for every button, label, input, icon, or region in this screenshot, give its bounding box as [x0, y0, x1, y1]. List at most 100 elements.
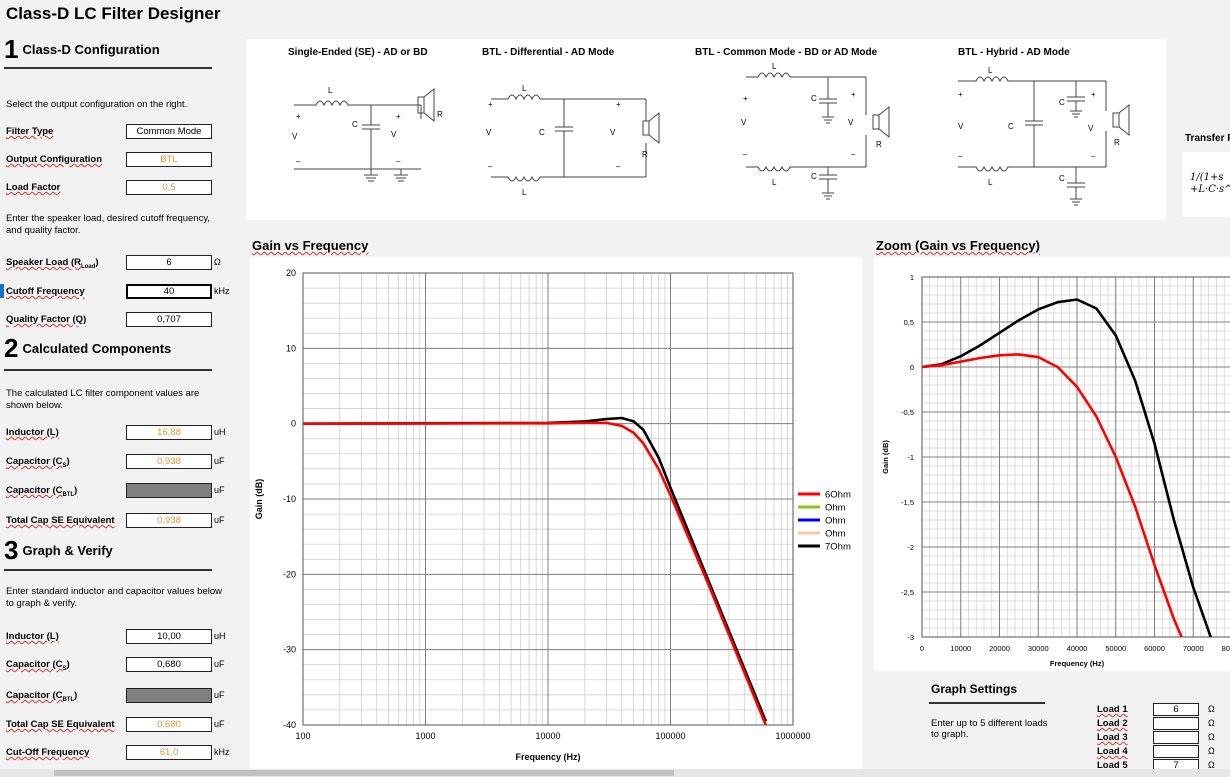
- plot-frame: [921, 276, 1230, 638]
- transfer-line-2: +L·C·s^: [1190, 184, 1230, 195]
- output-config-label: Output Configuration: [6, 154, 103, 165]
- load-label: Load 5: [1097, 760, 1128, 771]
- label-vin: V: [741, 118, 747, 127]
- minus-sign: –: [296, 157, 301, 166]
- plus-sign: +: [396, 112, 401, 121]
- verify-cap-unit: uF: [214, 659, 225, 669]
- verify-total-cap-field: 0,680: [126, 717, 212, 732]
- label-l: L: [988, 66, 993, 75]
- verify-cap-btl-unit: uF: [214, 690, 225, 700]
- y-tick-label: -0,5: [901, 408, 914, 417]
- q-label: Quality Factor (Q): [6, 314, 87, 325]
- x-tick-label: 100000: [655, 731, 685, 741]
- btl-diff-schematic: [491, 94, 660, 182]
- label-rload: R: [642, 150, 648, 159]
- calc-total-cap-field: 0,938: [126, 513, 212, 528]
- y-tick-label: -20: [283, 569, 296, 579]
- verify-cutoff-unit: kHz: [214, 747, 230, 757]
- load-factor-field[interactable]: 0,5: [126, 180, 212, 195]
- graph-settings-title: Graph Settings: [931, 682, 1018, 696]
- label-l: L: [772, 178, 777, 187]
- horizontal-scrollbar-thumb[interactable]: [54, 770, 674, 776]
- zoom-gain-frequency-chart: 0 10000 20000 30000 40000 50000 60000 70000 8000…: [881, 273, 1230, 668]
- verify-cap-field[interactable]: 0,680: [126, 657, 212, 672]
- load-factor-label: Load Factor: [6, 182, 61, 193]
- x-tick-label: 80000: [1222, 644, 1230, 653]
- load-field[interactable]: [1153, 745, 1199, 758]
- calc-cap-label: Capacitor (CS): [6, 456, 70, 469]
- section-3-header: 3 Graph & Verify: [4, 535, 113, 566]
- label-l: L: [328, 86, 333, 95]
- section-number: 1: [4, 34, 19, 64]
- x-tick-label: 100: [295, 731, 310, 741]
- diagram-title-se: Single-Ended (SE) - AD or BD: [288, 47, 428, 58]
- section-number: 2: [4, 333, 19, 363]
- load-label: Load 3: [1097, 732, 1128, 743]
- verify-cap-btl-field: [126, 688, 212, 703]
- speaker-load-label: Speaker Load (RLoad): [6, 257, 99, 270]
- load-label: Load 1: [1097, 704, 1128, 715]
- verify-inductor-field[interactable]: 10,00: [126, 629, 212, 644]
- label-cs: C: [1059, 98, 1065, 107]
- graph-settings-divider: [929, 702, 1045, 704]
- x-tick-label: 1000: [415, 731, 435, 741]
- label-vout: V: [1088, 124, 1094, 133]
- calc-cap-unit: uF: [214, 456, 225, 466]
- calc-inductor-label: Inductor (L): [6, 427, 59, 438]
- filter-type-field[interactable]: Common Mode: [126, 124, 212, 139]
- section-2-header: 2 Calculated Components: [4, 333, 171, 364]
- section-number: 3: [4, 535, 19, 565]
- plus-sign: +: [488, 100, 493, 109]
- label-cs: C: [811, 94, 817, 103]
- zoom-chart-panel: 0 10000 20000 30000 40000 50000 60000 70000 8000…: [874, 257, 1230, 671]
- legend-entry: Ohm: [825, 503, 846, 514]
- label-vin: V: [958, 122, 964, 131]
- main-chart-panel: 100 1000 10000 100000 1000000 20 10 0 -10 -20 -30-…: [250, 257, 862, 769]
- label-l: L: [988, 178, 993, 187]
- x-tick-label: 1000000: [775, 731, 810, 741]
- calculated-intro: The calculated LC filter component value…: [6, 388, 200, 411]
- label-rload: R: [437, 110, 443, 119]
- y-tick-label: 1: [910, 273, 914, 282]
- section-divider: [4, 67, 212, 69]
- cutoff-field[interactable]: 40: [126, 284, 212, 299]
- calc-cap-btl-label: Capacitor (CBTL): [6, 485, 78, 498]
- y-tick-label: -3: [907, 633, 914, 642]
- load-field[interactable]: 6: [1153, 703, 1199, 716]
- speaker-load-field[interactable]: 6: [126, 255, 212, 270]
- label-l: L: [522, 188, 527, 197]
- cutoff-unit: kHz: [214, 286, 230, 296]
- row-selection-marker: [0, 284, 4, 298]
- legend-entry: Ohm: [825, 516, 846, 527]
- y-tick-label: -40: [283, 720, 296, 730]
- calc-cap-btl-unit: uF: [214, 485, 225, 495]
- diagram-title-btl-diff: BTL - Differential - AD Mode: [482, 47, 615, 58]
- btl-cm-schematic: [746, 72, 890, 200]
- calc-inductor-field: 16,88: [126, 425, 212, 440]
- load-field[interactable]: [1153, 731, 1199, 744]
- output-config-field[interactable]: BTL: [126, 152, 212, 167]
- y-tick-label: -2: [907, 543, 914, 552]
- plus-sign: +: [296, 112, 301, 121]
- section-title: Class-D Configuration: [22, 42, 160, 57]
- legend-entry: Ohm: [825, 529, 846, 540]
- x-tick-label: 70000: [1183, 644, 1204, 653]
- y-tick-label: 0,5: [904, 318, 914, 327]
- x-tick-label: 30000: [1028, 644, 1049, 653]
- main-chart-title: Gain vs Frequency: [252, 238, 369, 253]
- series-line-7ohm: [302, 416, 768, 722]
- section-divider: [4, 369, 212, 371]
- speaker-load-unit: Ω: [214, 257, 221, 267]
- verify-cutoff-label: Cut-Off Frequency: [6, 747, 90, 758]
- diagram-title-btl-hybrid: BTL - Hybrid - AD Mode: [958, 47, 1070, 58]
- label-vout: V: [610, 128, 616, 137]
- load-unit: Ω: [1208, 718, 1215, 728]
- q-field[interactable]: 0,707: [126, 312, 212, 327]
- calc-inductor-unit: uH: [214, 427, 226, 437]
- load-field[interactable]: [1153, 717, 1199, 730]
- label-cbtl: C: [539, 128, 545, 137]
- minus-sign: –: [958, 152, 963, 161]
- minus-sign: –: [851, 150, 856, 159]
- filter-type-label: Filter Type: [6, 126, 54, 137]
- y-tick-label: -1,5: [901, 498, 914, 507]
